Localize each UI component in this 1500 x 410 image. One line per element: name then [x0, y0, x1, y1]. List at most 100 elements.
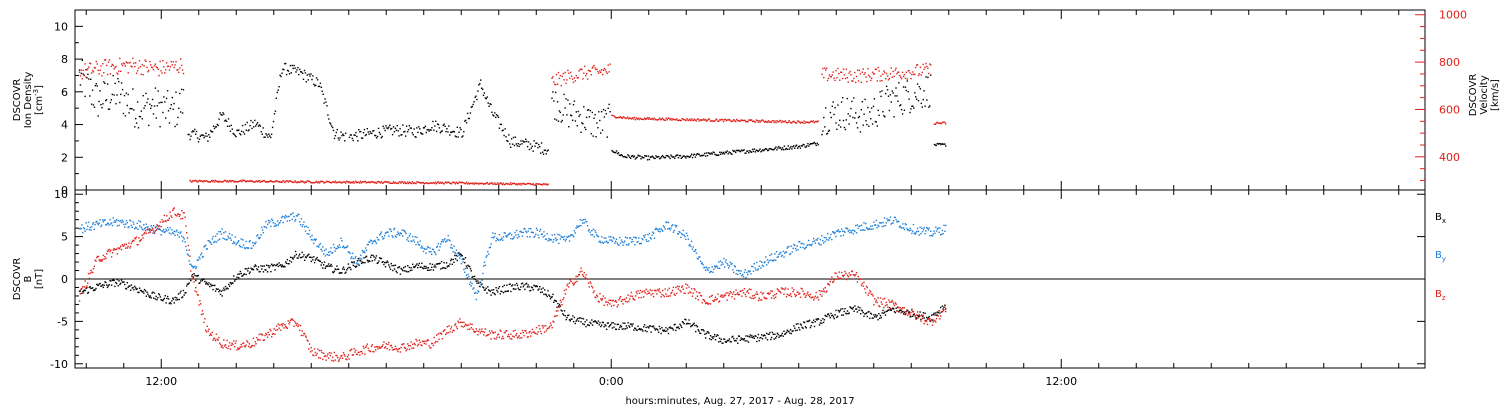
density-point: [141, 118, 143, 120]
By-point: [478, 291, 480, 293]
Bz-point: [756, 293, 759, 295]
Bz-point: [535, 326, 538, 329]
Bx-point: [742, 339, 745, 341]
By-point: [110, 223, 112, 225]
velocity-point: [408, 181, 411, 183]
Bx-point: [178, 298, 180, 301]
Bz-point: [890, 301, 892, 303]
By-point: [769, 254, 771, 256]
By-point: [104, 219, 106, 221]
By-point: [847, 230, 849, 233]
Bx-point: [219, 289, 221, 291]
By-point: [907, 229, 909, 231]
velocity-point: [715, 118, 717, 120]
Bx-point: [577, 317, 579, 320]
velocity-point: [383, 181, 385, 183]
Bx-point: [164, 295, 166, 297]
density-point: [112, 74, 114, 77]
density-point: [670, 154, 672, 156]
density-point: [789, 147, 791, 149]
Bz-point: [767, 292, 769, 294]
density-point: [150, 107, 152, 109]
By-point: [889, 216, 892, 218]
density-point: [572, 104, 575, 106]
density-point: [927, 76, 929, 79]
Bz-point: [249, 346, 251, 349]
By-point: [160, 234, 162, 236]
Bz-point: [129, 247, 131, 249]
density-point: [660, 157, 662, 159]
Bz-point: [290, 318, 293, 320]
By-point: [747, 273, 749, 276]
velocity-point: [936, 121, 938, 124]
density-point: [941, 143, 943, 145]
density-point: [132, 88, 134, 90]
Bz-point: [525, 332, 528, 334]
By-point: [344, 247, 346, 249]
velocity-point: [689, 118, 691, 120]
velocity-point: [102, 63, 104, 65]
velocity-point: [810, 120, 812, 123]
density-point: [839, 119, 841, 121]
Bx-point: [186, 285, 188, 287]
Bx-point: [176, 297, 178, 299]
By-point: [841, 228, 843, 230]
Bx-point: [323, 264, 325, 266]
density-point: [765, 148, 767, 150]
Bz-point: [342, 351, 345, 354]
density-point: [608, 103, 610, 106]
density-point: [801, 145, 803, 147]
By-point: [860, 224, 863, 226]
velocity-point: [220, 180, 222, 183]
Bz-point: [211, 331, 213, 333]
By-point: [316, 245, 318, 248]
density-point: [221, 114, 223, 116]
Bx-point: [769, 331, 771, 334]
Bx-point: [311, 256, 313, 259]
By-point: [153, 225, 155, 227]
velocity-point: [274, 181, 277, 183]
velocity-point: [788, 120, 790, 122]
Bz-point: [346, 356, 349, 358]
Bz-point: [265, 332, 267, 335]
By-point: [669, 229, 671, 231]
By-point: [812, 240, 814, 243]
velocity-point: [270, 180, 272, 182]
By-point: [601, 241, 604, 243]
By-point: [508, 233, 510, 235]
Bx-point: [92, 287, 94, 289]
By-point: [445, 240, 448, 242]
Bz-point: [865, 292, 867, 294]
density-point: [311, 78, 313, 81]
Bx-point: [857, 306, 859, 308]
density-point: [669, 157, 671, 160]
Bx-point: [671, 327, 673, 329]
By-point: [140, 226, 142, 228]
density-point: [733, 150, 735, 153]
Bz-point: [242, 342, 245, 344]
Bx-point: [436, 263, 438, 265]
density-point: [341, 134, 343, 137]
Bz-point: [170, 215, 172, 217]
By-point: [274, 223, 276, 225]
By-point: [865, 222, 867, 225]
By-point: [546, 233, 548, 235]
By-point: [742, 274, 744, 276]
density-point: [778, 145, 780, 148]
By-point: [85, 222, 87, 224]
density-point: [82, 73, 84, 75]
Bz-point: [867, 294, 869, 296]
velocity-point: [884, 71, 886, 74]
velocity-point: [352, 180, 354, 183]
By-point: [689, 243, 691, 246]
Bz-point: [724, 294, 727, 297]
By-point: [319, 242, 322, 245]
velocity-point: [642, 118, 644, 121]
density-point: [166, 90, 169, 92]
velocity-point: [928, 72, 930, 75]
Bz-point: [879, 297, 882, 299]
Bx-point: [891, 308, 893, 310]
density-point: [121, 88, 124, 91]
Bx-point: [340, 272, 342, 274]
Bz-point: [893, 304, 896, 307]
